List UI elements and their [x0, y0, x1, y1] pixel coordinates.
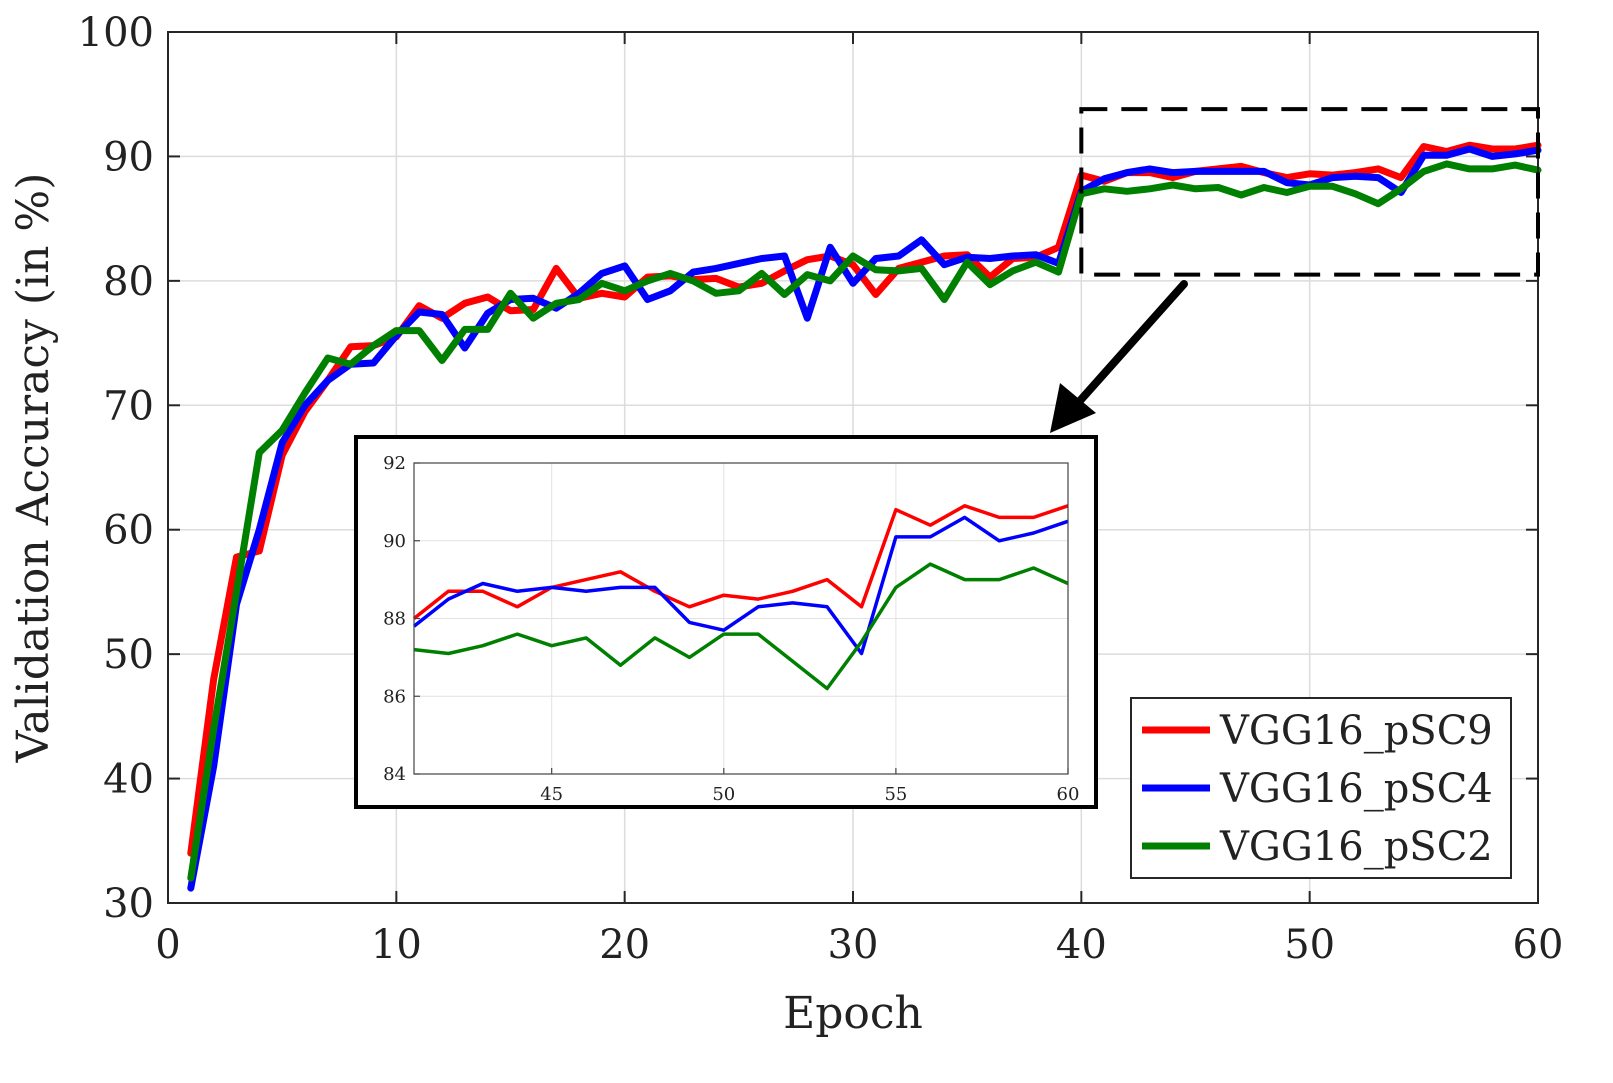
legend-label-vgg16-psc4: VGG16_pSC4	[1219, 766, 1493, 812]
inset-y-tick-label: 92	[383, 453, 406, 474]
y-tick-label: 60	[103, 508, 154, 554]
x-tick-label: 40	[1056, 922, 1107, 968]
inset-y-tick-label: 84	[383, 764, 406, 785]
x-axis-label: Epoch	[783, 988, 923, 1039]
inset-x-tick-label: 60	[1057, 784, 1080, 805]
inset-plot-area: 45 50 55 60 84 86 88 90 92	[354, 435, 1098, 809]
inset-frame	[354, 435, 1098, 809]
zoom-region-box	[1079, 107, 1541, 277]
inset-series-line-vgg16-psc2	[413, 562, 1069, 691]
y-tick-label: 50	[103, 632, 154, 678]
y-tick-label: 90	[103, 134, 154, 180]
zoom-annotation	[1050, 107, 1541, 433]
inset-y-tick-label: 90	[383, 531, 406, 552]
inset-series-line-vgg16-psc4	[412, 515, 1069, 656]
y-tick-label: 100	[78, 10, 154, 56]
inset-y-tick-label: 86	[383, 686, 406, 707]
y-tick-label: 40	[103, 757, 154, 803]
inset-x-tick-label: 45	[540, 784, 563, 805]
zoom-arrow-head	[1050, 383, 1096, 433]
inset-x-tick-label: 55	[884, 784, 907, 805]
series-line-vgg16-psc2	[187, 160, 1542, 882]
y-tick-label: 30	[103, 881, 154, 927]
legend: VGG16_pSC9 VGG16_pSC4 VGG16_pSC2	[1130, 697, 1512, 879]
x-tick-label: 20	[599, 922, 650, 968]
y-tick-label: 70	[103, 383, 154, 429]
series-line-vgg16-psc9	[187, 141, 1542, 857]
x-tick-label: 50	[1284, 922, 1335, 968]
inset-series-line-vgg16-psc9	[412, 504, 1069, 620]
legend-label-vgg16-psc2: VGG16_pSC2	[1219, 824, 1493, 870]
x-tick-label: 60	[1513, 922, 1564, 968]
y-axis-label: Validation Accuracy (in %)	[8, 173, 59, 764]
y-tick-label: 80	[103, 259, 154, 305]
legend-label-vgg16-psc9: VGG16_pSC9	[1219, 708, 1493, 754]
inset-x-tick-label: 50	[712, 784, 735, 805]
x-tick-label: 30	[828, 922, 879, 968]
inset-y-tick-label: 88	[383, 609, 406, 630]
x-tick-label: 10	[371, 922, 422, 968]
zoom-arrow-shaft	[1074, 280, 1188, 407]
x-tick-label: 0	[155, 922, 180, 968]
